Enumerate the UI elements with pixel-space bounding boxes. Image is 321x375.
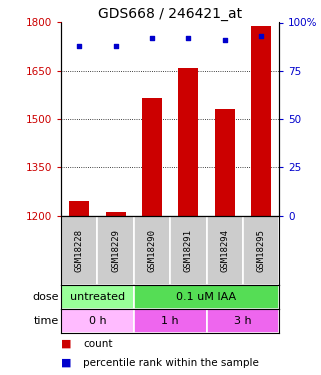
Bar bbox=[106, 213, 126, 216]
Text: GSM18294: GSM18294 bbox=[220, 229, 229, 272]
Text: GSM18291: GSM18291 bbox=[184, 229, 193, 272]
Point bbox=[77, 43, 82, 49]
Bar bbox=[251, 26, 271, 216]
Title: GDS668 / 246421_at: GDS668 / 246421_at bbox=[98, 8, 242, 21]
Bar bbox=[134, 285, 279, 309]
Text: count: count bbox=[83, 339, 113, 349]
Text: dose: dose bbox=[33, 292, 59, 302]
Bar bbox=[243, 216, 279, 285]
Bar bbox=[178, 68, 198, 216]
Bar bbox=[206, 216, 243, 285]
Point bbox=[258, 33, 264, 39]
Bar bbox=[215, 110, 235, 216]
Text: time: time bbox=[34, 316, 59, 326]
Point bbox=[186, 35, 191, 41]
Text: GSM18229: GSM18229 bbox=[111, 229, 120, 272]
Text: 0.1 uM IAA: 0.1 uM IAA bbox=[177, 292, 237, 302]
Text: untreated: untreated bbox=[70, 292, 125, 302]
Bar bbox=[61, 285, 134, 309]
Text: GSM18295: GSM18295 bbox=[256, 229, 265, 272]
Bar bbox=[97, 216, 134, 285]
Bar bbox=[142, 98, 162, 216]
Text: 0 h: 0 h bbox=[89, 316, 106, 326]
Text: 1 h: 1 h bbox=[161, 316, 179, 326]
Text: ■: ■ bbox=[61, 339, 72, 349]
Text: GSM18228: GSM18228 bbox=[75, 229, 84, 272]
Text: percentile rank within the sample: percentile rank within the sample bbox=[83, 358, 259, 368]
Point bbox=[113, 43, 118, 49]
Text: 3 h: 3 h bbox=[234, 316, 252, 326]
Bar bbox=[134, 216, 170, 285]
Bar bbox=[170, 216, 206, 285]
Bar bbox=[134, 309, 206, 333]
Bar bbox=[206, 309, 279, 333]
Point bbox=[149, 35, 154, 41]
Bar bbox=[61, 309, 134, 333]
Text: ■: ■ bbox=[61, 358, 72, 368]
Bar bbox=[61, 216, 97, 285]
Point bbox=[222, 37, 227, 43]
Bar bbox=[69, 201, 89, 216]
Text: GSM18290: GSM18290 bbox=[147, 229, 156, 272]
